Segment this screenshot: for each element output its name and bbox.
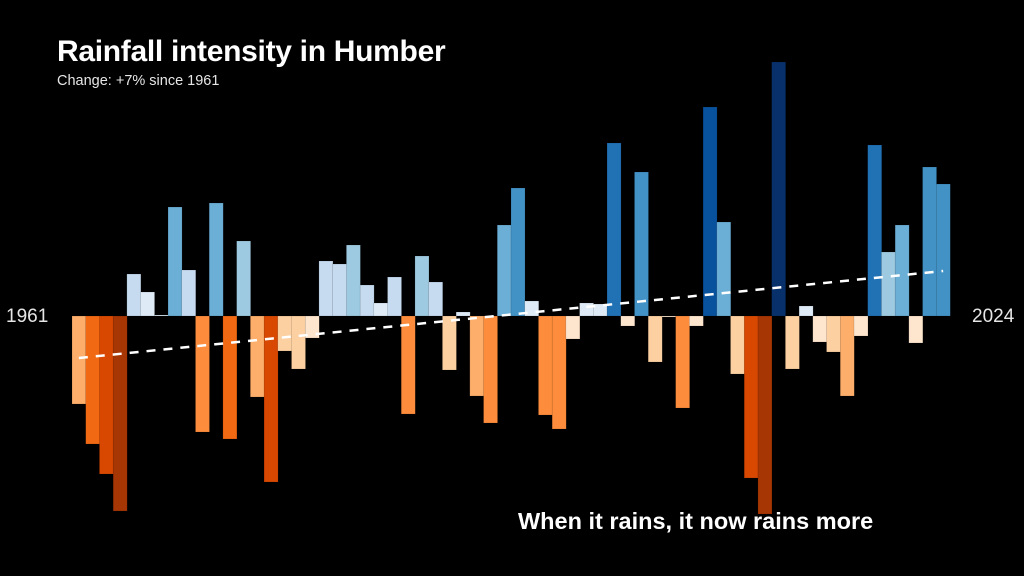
bar-1984 [387,276,402,317]
trend-line [78,269,944,360]
bar-2024 [936,183,951,317]
bar-1997 [565,315,581,340]
bar-2001 [620,315,636,327]
bar-2009 [730,315,745,375]
bar-2000 [606,142,622,317]
bar-1983 [373,302,389,317]
bar-1992 [497,224,512,317]
bar-1976 [277,315,293,352]
x-start-label: 1961 [6,306,49,327]
bar-1994 [524,300,539,317]
bar-2011 [757,315,773,515]
bar-1991 [483,315,498,424]
bar-1981 [346,244,361,317]
bar-1978 [304,315,320,339]
bar-2010 [743,315,759,479]
bar-1972 [222,315,238,440]
bar-1962 [85,315,100,445]
bar-1964 [112,315,128,512]
bar-2023 [922,166,937,317]
bar-2019 [867,144,882,317]
bar-1963 [99,315,114,475]
chart-annotation: When it rains, it now rains more [518,508,874,534]
bar-1986 [414,255,430,317]
bar-1988 [442,315,457,371]
bar-1970 [195,315,210,433]
bar-2021 [894,224,910,317]
bar-2004 [661,315,677,318]
bar-1985 [401,315,416,415]
bar-2015 [812,315,828,343]
bar-1989 [455,311,471,317]
bar-2018 [853,315,869,337]
bar-1968 [167,206,183,317]
x-end-label: 2024 [972,306,1015,327]
bar-1987 [428,281,443,317]
bar-1966 [140,291,155,317]
chart-subtitle: Change: +7% since 1961 [57,73,220,89]
bar-2014 [798,305,814,317]
bar-1971 [208,202,224,317]
bar-2013 [785,315,800,370]
bar-1961 [71,315,87,405]
bar-2007 [702,106,718,317]
bar-2017 [840,315,855,397]
bar-1979 [318,260,334,317]
bar-1969 [181,269,197,317]
bar-1993 [510,187,526,317]
bar-1967 [154,314,169,317]
bar-1980 [332,263,347,317]
bars-group [71,61,951,515]
bar-2012 [771,61,786,317]
bar-1977 [291,315,306,370]
bar-2005 [675,315,690,409]
bar-2022 [908,315,924,344]
chart-title: Rainfall intensity in Humber [57,35,446,68]
bar-1996 [551,315,567,430]
bar-2002 [634,171,649,317]
bar-1990 [469,315,485,397]
bar-2003 [647,315,663,363]
bar-2008 [716,221,732,317]
bar-1982 [359,284,375,317]
bar-2006 [689,315,704,327]
bar-1975 [263,315,279,483]
bar-2020 [881,251,896,317]
bar-1998 [579,302,594,317]
bar-1974 [250,315,265,398]
bar-1965 [126,273,142,317]
bar-1995 [538,315,553,416]
bar-2016 [826,315,841,353]
bar-1973 [236,240,251,317]
